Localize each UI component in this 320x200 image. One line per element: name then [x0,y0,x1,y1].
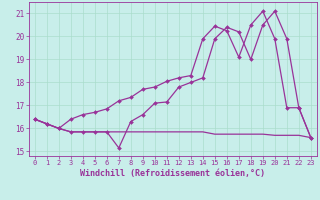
X-axis label: Windchill (Refroidissement éolien,°C): Windchill (Refroidissement éolien,°C) [80,169,265,178]
